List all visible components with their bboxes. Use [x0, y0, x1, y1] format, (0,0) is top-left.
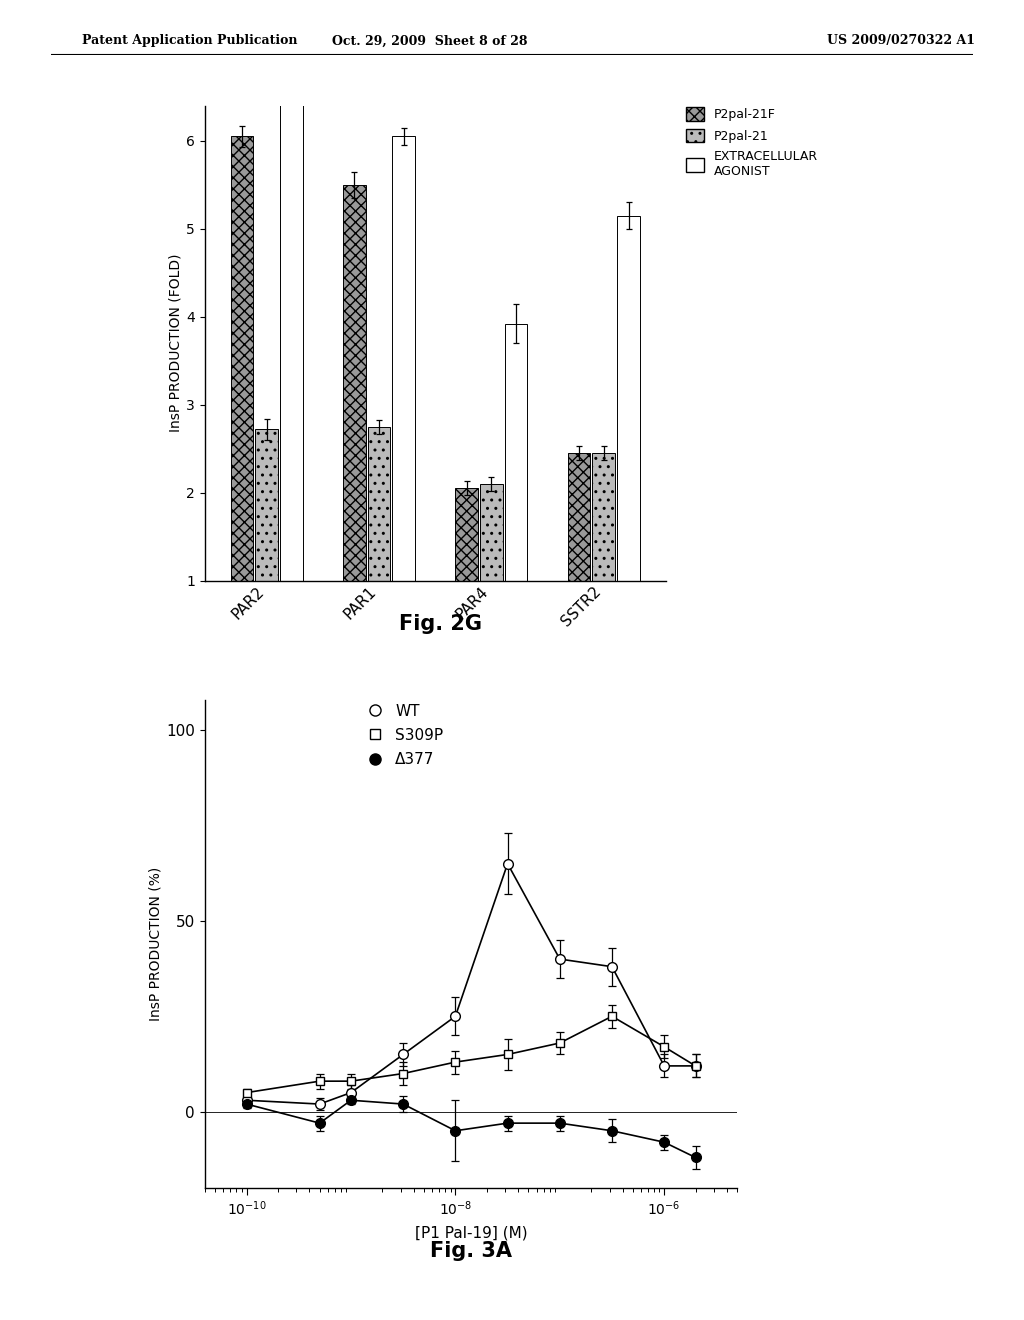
Bar — [392, 136, 415, 581]
Legend: WT, S309P, Δ377: WT, S309P, Δ377 — [361, 697, 450, 774]
Bar — [255, 429, 278, 581]
Bar — [505, 323, 527, 581]
Text: Fig. 3A: Fig. 3A — [430, 1241, 512, 1261]
Text: US 2009/0270322 A1: US 2009/0270322 A1 — [827, 34, 975, 48]
Bar — [343, 185, 366, 581]
Text: Oct. 29, 2009  Sheet 8 of 28: Oct. 29, 2009 Sheet 8 of 28 — [333, 34, 527, 48]
Y-axis label: InsP PRODUCTION (FOLD): InsP PRODUCTION (FOLD) — [168, 253, 182, 433]
Bar — [480, 484, 503, 581]
Bar — [567, 453, 591, 581]
Text: Patent Application Publication: Patent Application Publication — [82, 34, 297, 48]
X-axis label: [P1 Pal-19] (M): [P1 Pal-19] (M) — [415, 1225, 527, 1241]
Bar — [617, 215, 640, 581]
Bar — [456, 488, 478, 581]
Y-axis label: InsP PRODUCTION (%): InsP PRODUCTION (%) — [148, 867, 162, 1020]
Bar — [230, 136, 253, 581]
Bar — [593, 453, 615, 581]
Legend: P2pal-21F, P2pal-21, EXTRACELLULAR
AGONIST: P2pal-21F, P2pal-21, EXTRACELLULAR AGONI… — [681, 103, 822, 183]
Bar — [368, 426, 390, 581]
Text: Fig. 2G: Fig. 2G — [398, 614, 482, 634]
Bar — [280, 88, 303, 581]
